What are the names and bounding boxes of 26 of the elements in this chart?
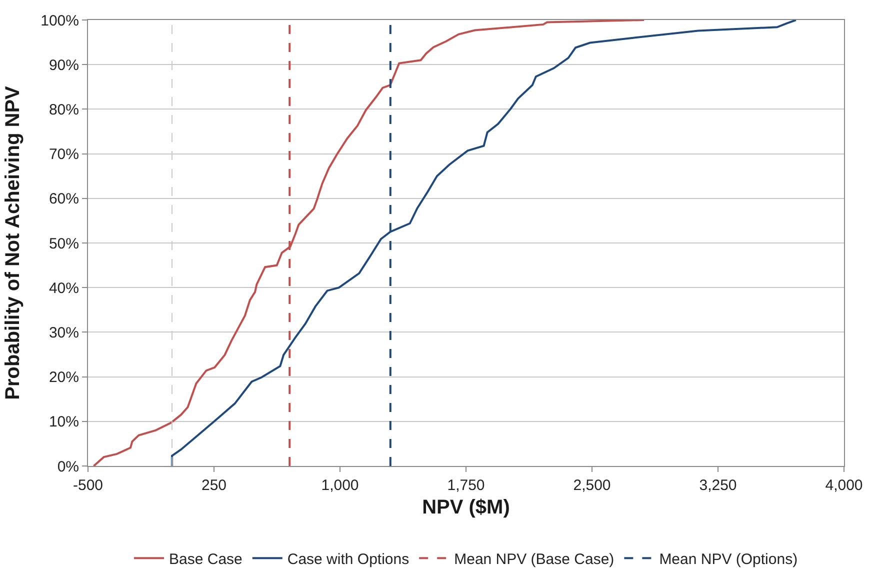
x-tick-label: 2,500	[573, 477, 611, 494]
y-tick-label: 30%	[48, 324, 79, 342]
x-tick-label: -500	[72, 477, 104, 494]
y-tick-label: 40%	[48, 280, 79, 297]
y-tick-label: 60%	[48, 190, 79, 208]
y-axis-title: Probability of Not Acheiving NPV	[2, 85, 24, 400]
line-series	[92, 20, 646, 466]
line-series	[171, 20, 797, 466]
y-tick-label: 10%	[48, 414, 79, 431]
y-tick-label: 100%	[40, 12, 79, 30]
x-tick-label: 250	[201, 477, 227, 494]
y-tick-label: 20%	[48, 369, 79, 386]
y-tick-label: 70%	[48, 146, 79, 164]
y-tick-label: 90%	[48, 56, 79, 74]
legend-label: Mean NPV (Base Case)	[454, 550, 614, 568]
y-tick-label: 80%	[48, 101, 79, 118]
y-tick-label: 50%	[48, 235, 79, 252]
x-tick-label: 4,000	[825, 477, 863, 494]
x-axis-title: NPV ($M)	[422, 496, 510, 518]
legend-label: Base Case	[169, 550, 242, 568]
y-tick-label: 0%	[57, 458, 79, 476]
x-tick-label: 1,750	[447, 477, 485, 494]
legend-label: Mean NPV (Options)	[659, 550, 798, 568]
x-tick-label: 3,250	[699, 477, 737, 494]
legend-label: Case with Options	[287, 550, 410, 568]
x-tick-label: 1,000	[321, 477, 359, 494]
